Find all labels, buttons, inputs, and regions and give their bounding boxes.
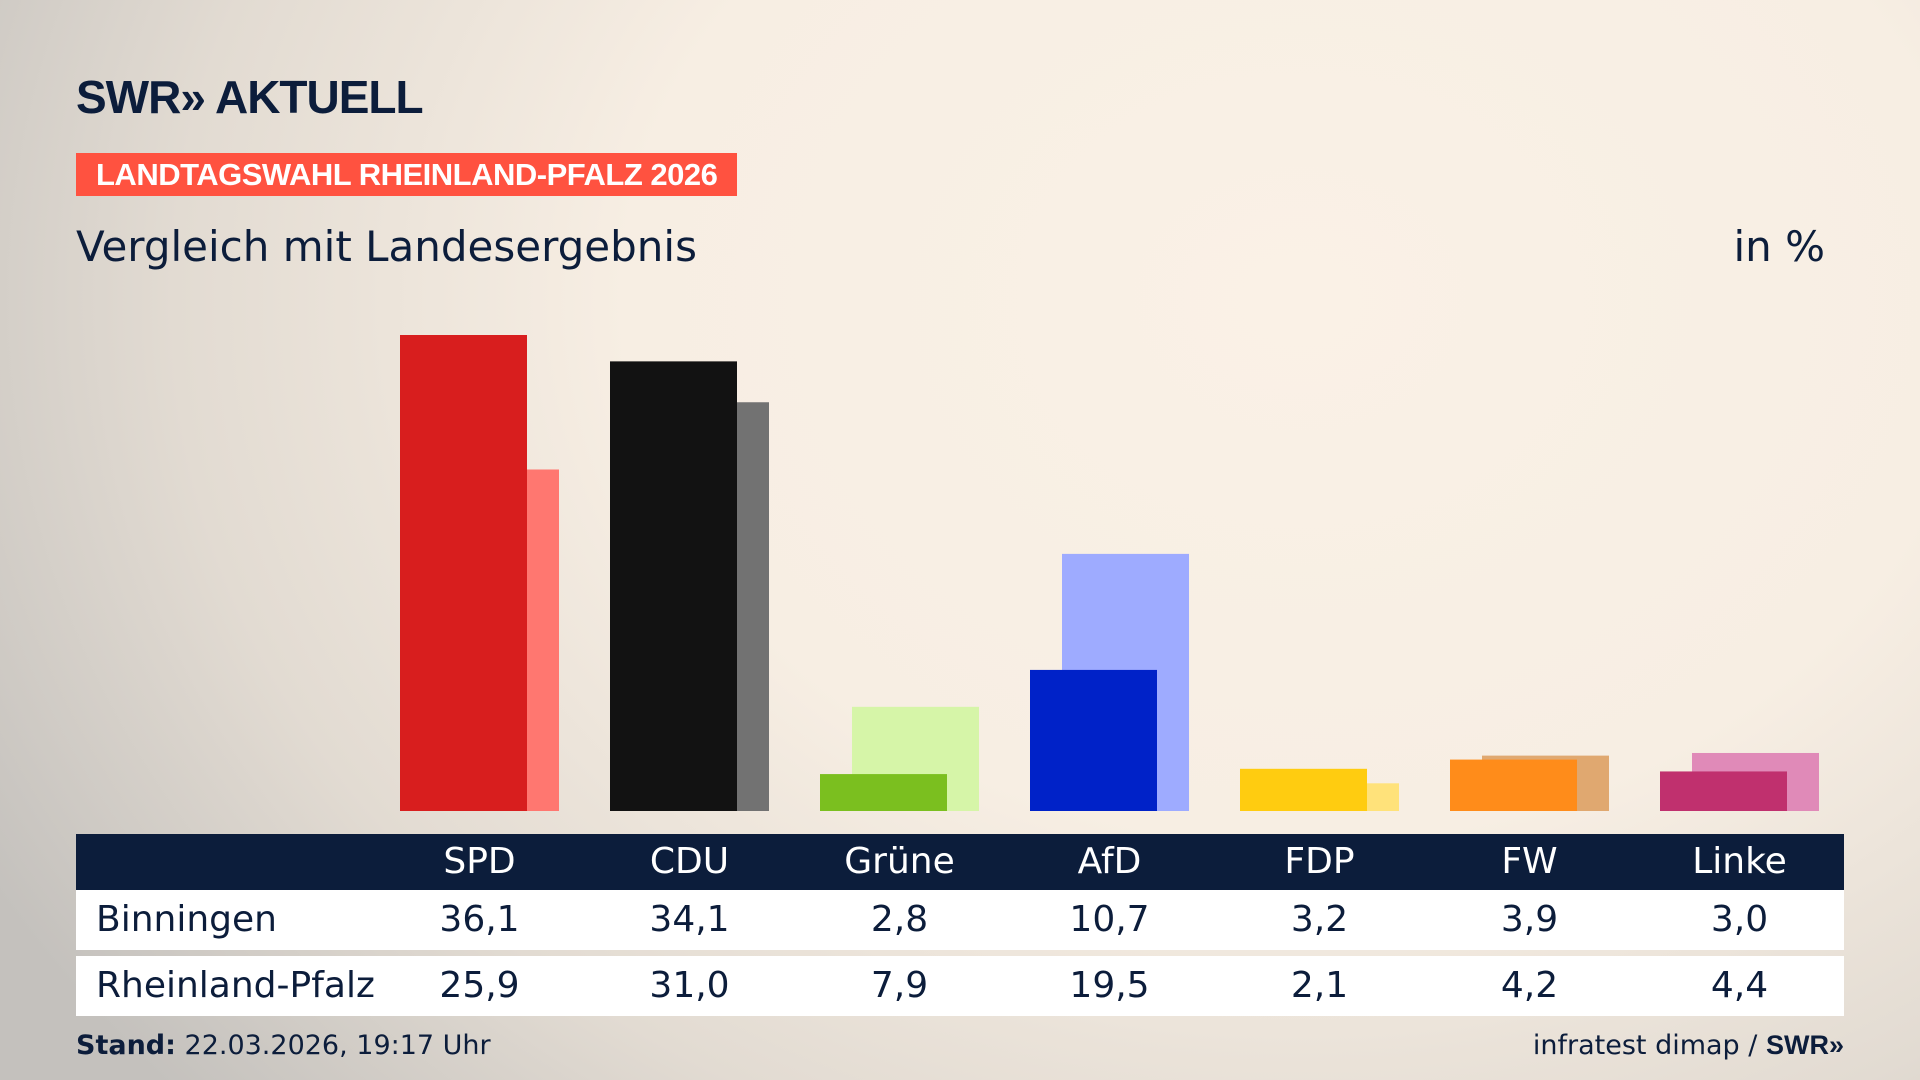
bar-spd-binningen	[400, 335, 527, 811]
timestamp: Stand: 22.03.2026, 19:17 Uhr	[76, 1030, 491, 1061]
value-cell: 19,5	[1069, 965, 1150, 1006]
stand-value: 22.03.2026, 19:17 Uhr	[184, 1030, 491, 1061]
column-header-grüne: Grüne	[844, 841, 955, 882]
value-cell: 2,8	[870, 899, 929, 940]
swr-footer-logo: SWR»	[1765, 1030, 1844, 1060]
bar-fw-binningen	[1450, 759, 1577, 811]
column-header-afd: AfD	[1077, 841, 1142, 882]
value-cell: 10,7	[1069, 899, 1150, 940]
swr-aktuell-logo: SWR» AKTUELL	[76, 71, 424, 123]
value-cell: 31,0	[649, 965, 730, 1006]
value-cell: 2,1	[1290, 965, 1349, 1006]
bar-afd-binningen	[1030, 669, 1157, 811]
table-row: Binningen 36,1 34,1 2,8 10,7 3,2 3,9 3,0	[76, 890, 1844, 950]
bar-cdu-binningen	[610, 361, 737, 811]
value-cell: 25,9	[439, 965, 520, 1006]
bar-grüne-binningen	[820, 774, 947, 811]
row-label: Rheinland-Pfalz	[96, 965, 375, 1006]
table-row: Rheinland-Pfalz 25,9 31,0 7,9 19,5 2,1 4,2 4,4	[76, 956, 1844, 1016]
source: infratest dimap / SWR»	[1533, 1030, 1844, 1061]
bar-linke-binningen	[1660, 771, 1787, 811]
value-cell: 3,9	[1500, 899, 1559, 940]
column-header-linke: Linke	[1692, 841, 1787, 882]
unit-label: in %	[1733, 222, 1825, 271]
value-cell: 4,2	[1500, 965, 1559, 1006]
stand-label: Stand:	[76, 1030, 176, 1061]
value-cell: 7,9	[870, 965, 929, 1006]
election-banner: LANDTAGSWAHL RHEINLAND-PFALZ 2026	[76, 153, 738, 196]
column-header-fdp: FDP	[1284, 841, 1355, 882]
value-cell: 4,4	[1710, 965, 1769, 1006]
bar-fdp-binningen	[1240, 768, 1367, 811]
table-header: SPD CDU Grüne AfD FDP FW Linke	[76, 834, 1844, 890]
value-cell: 3,2	[1290, 899, 1349, 940]
value-cell: 36,1	[439, 899, 520, 940]
row-label: Binningen	[96, 899, 277, 940]
value-cell: 3,0	[1710, 899, 1769, 940]
results-table: SPD CDU Grüne AfD FDP FW Linke Binningen 36,1 34…	[76, 834, 1844, 1016]
value-cell: 34,1	[649, 899, 730, 940]
column-header-spd: SPD	[443, 841, 516, 882]
source-text: infratest dimap /	[1532, 1030, 1758, 1061]
chart-subtitle: Vergleich mit Landesergebnis	[76, 222, 697, 271]
column-header-cdu: CDU	[649, 841, 730, 882]
column-header-fw: FW	[1501, 841, 1558, 882]
